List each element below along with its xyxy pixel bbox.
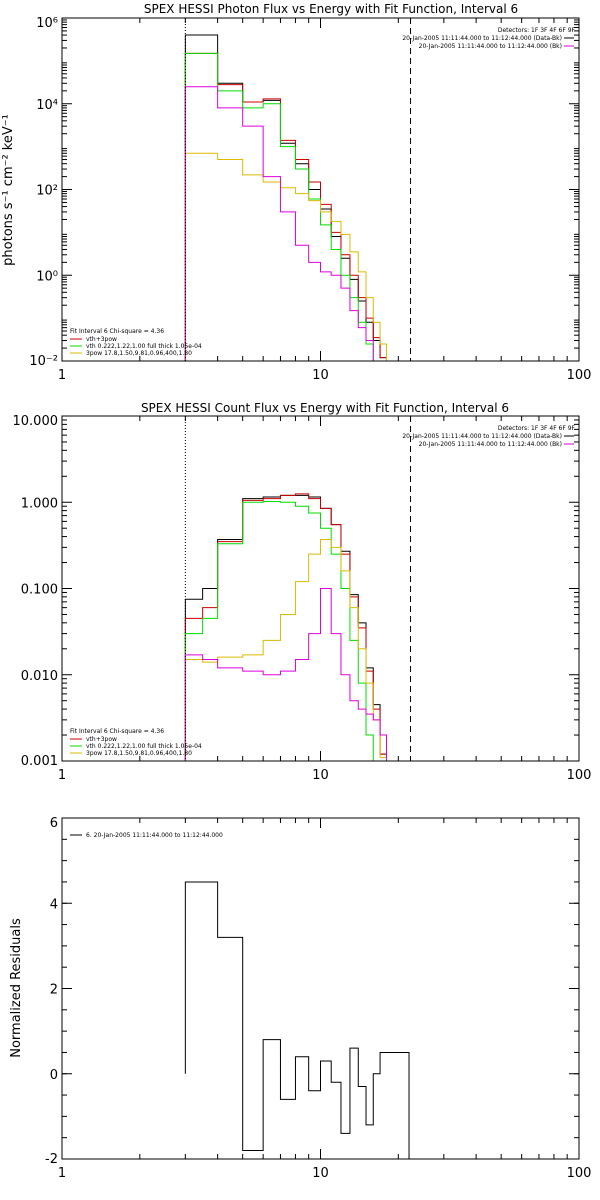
x-tick-label: 1 (58, 1166, 66, 1181)
series-line-black (184, 494, 387, 761)
y-tick-label: 4 (50, 897, 58, 912)
x-tick-label: 100 (567, 768, 592, 783)
y-tick-label: 0.001 (21, 754, 58, 769)
y-tick-label: 0.100 (21, 583, 58, 598)
series-line-red (184, 52, 387, 361)
panel-count-flux: SPEX HESSI Count Flux vs Energy with Fit… (13, 401, 592, 783)
y-tick-label: 10⁶ (36, 16, 58, 31)
panel3-frame (61, 817, 580, 1160)
series-line-yellow (184, 538, 387, 761)
panel1-legend-label-2: vth 0.222,1.22,1.00 full thick 1.05e-04 (86, 343, 202, 350)
panel-photon-flux: SPEX HESSI Photon Flux vs Energy with Fi… (1, 2, 591, 383)
y-tick-label: 1.000 (21, 496, 58, 511)
panel2-frame (61, 415, 580, 762)
panel1-legend-label-3: 3pow 17.8,1.50,9.81,0.96,400,1.80 (86, 350, 192, 357)
panel1-title: SPEX HESSI Photon Flux vs Energy with Fi… (144, 2, 518, 16)
x-tick-label: 100 (567, 1166, 592, 1181)
panel3-ylabel: Normalized Residuals (9, 918, 24, 1058)
series-line-black (184, 881, 410, 1159)
panel2-legend-label-1: vth+3pow (86, 736, 117, 743)
panel2-legend-label-2: vth 0.222,1.22,1.00 full thick 1.05e-04 (86, 743, 202, 750)
series-line-green (184, 501, 381, 762)
x-tick-label: 100 (567, 368, 592, 383)
y-tick-label: 10⁴ (36, 98, 58, 113)
panel2-legend-title: Fit Interval 6 Chi-square = 4.36 (70, 728, 164, 735)
series-line-yellow (184, 152, 387, 361)
series-line-green (184, 52, 381, 362)
panel1-frame (61, 17, 580, 362)
panel2-legend-label-3: 3pow 17.8,1.50,9.81,0.96,400,1.80 (86, 750, 192, 757)
panel1-legend-title: Fit Interval 6 Chi-square = 4.36 (70, 328, 164, 335)
series-line-black (184, 34, 387, 361)
x-tick-label: 1 (58, 768, 66, 783)
panel2-header-2: 20-Jan-2005 11:11:44.000 to 11:12:44.000… (419, 441, 562, 448)
y-tick-label: -2 (45, 1152, 58, 1167)
panel-residuals: Normalized Residuals 1 10 100 -2 0 2 4 6 6. 20-… (9, 816, 591, 1181)
panel1-header-1: 20-Jan-2005 11:11:44.000 to 11:12:44.000… (402, 35, 562, 42)
x-tick-label: 10 (312, 368, 329, 383)
panel1-header-2: 20-Jan-2005 11:11:44.000 to 11:12:44.000… (419, 43, 562, 50)
panel2-header-0: Detectors: 1F 3F 4F 6F 9F (498, 425, 576, 432)
panel1-legend-label-1: vth+3pow (86, 336, 117, 343)
y-tick-label: 0 (50, 1068, 58, 1083)
y-tick-label: 10⁰ (36, 269, 58, 284)
x-tick-label: 1 (58, 368, 66, 383)
series-line-red (184, 493, 387, 761)
panel2-header-1: 20-Jan-2005 11:11:44.000 to 11:12:44.000… (402, 433, 562, 440)
y-tick-label: 6 (50, 816, 58, 831)
panel1-header-0: Detectors: 1F 3F 4F 6F 9F (498, 27, 576, 34)
x-tick-label: 10 (312, 1166, 329, 1181)
y-tick-label: 10.000 (13, 414, 59, 429)
y-tick-label: 2 (50, 983, 58, 998)
y-tick-label: 10² (36, 184, 58, 199)
y-tick-label: 0.010 (21, 669, 58, 684)
panel1-ylabel: photons s⁻¹ cm⁻² keV⁻¹ (1, 114, 16, 266)
series-line-magenta (184, 86, 381, 362)
x-tick-label: 10 (312, 768, 329, 783)
panel3-legend-label: 6. 20-Jan-2005 11:11:44.000 to 11:12:44.… (86, 832, 223, 839)
y-tick-label: 10⁻² (29, 354, 58, 369)
series-line-magenta (184, 588, 387, 761)
panel2-title: SPEX HESSI Count Flux vs Energy with Fit… (141, 401, 509, 415)
